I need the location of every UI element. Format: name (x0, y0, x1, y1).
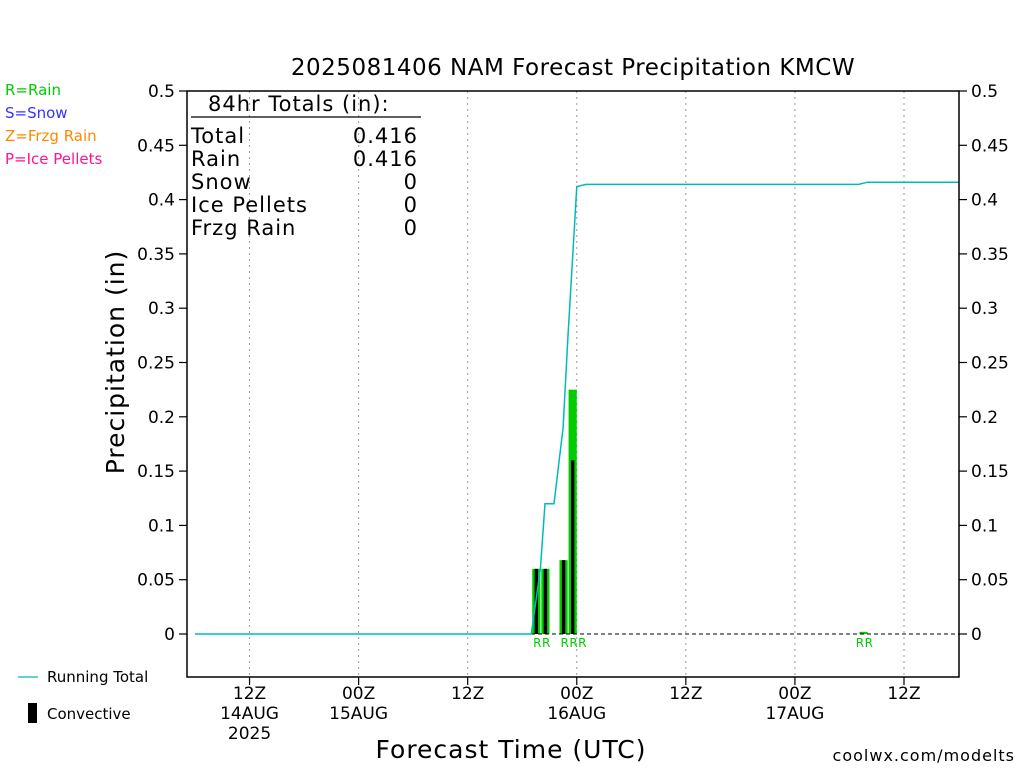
y-tick-left-label: 0.4 (148, 191, 175, 211)
credit-text: coolwx.com/modelts (833, 746, 1015, 765)
precip-type-legend-item: S=Snow (5, 104, 68, 122)
y-tick-right-label: 0.1 (971, 516, 998, 536)
running-total-legend: Running Total (18, 668, 148, 686)
y-tick-right-label: 0.3 (971, 299, 998, 319)
x-tick-label: 00Z (342, 684, 375, 704)
totals-value: 0.416 (353, 147, 418, 171)
y-tick-right-label: 0.2 (971, 408, 998, 428)
y-tick-left-label: 0.45 (137, 136, 175, 156)
y-tick-right-label: 0.15 (971, 462, 1009, 482)
x-axis-label: Forecast Time (UTC) (376, 735, 647, 764)
totals-label: Ice Pellets (191, 193, 308, 217)
x-tick-label: 12Z (451, 684, 484, 704)
precip-type-label: RR (533, 636, 551, 650)
convective-bar (561, 560, 566, 634)
x-tick-year: 2025 (228, 724, 271, 744)
totals-label: Rain (191, 147, 241, 171)
precip-type-labels: RR RRR RR (533, 636, 873, 650)
y-tick-right-label: 0.25 (971, 354, 1009, 374)
rain-bar (859, 631, 868, 634)
convective-legend-label: Convective (47, 705, 131, 723)
totals-heading: 84hr Totals (in): (208, 92, 390, 116)
y-axis-right: 0 0.05 0.1 0.15 0.2 0.25 0.3 0.35 0.4 0.45 0.5 (959, 82, 1009, 645)
precip-type-legend-item: P=Ice Pellets (5, 150, 102, 168)
precip-type-legend-item: Z=Frzg Rain (5, 127, 97, 145)
y-tick-left-label: 0.05 (137, 571, 175, 591)
y-tick-left-label: 0.3 (148, 299, 175, 319)
totals-label: Total (190, 124, 245, 148)
x-tick-label: 12Z (233, 684, 266, 704)
y-axis-label: Precipitation (in) (101, 250, 130, 475)
y-tick-right-label: 0.5 (971, 82, 998, 102)
x-tick-label: 00Z (778, 684, 811, 704)
totals-label: Frzg Rain (191, 216, 296, 240)
totals-box: 84hr Totals (in): Total 0.416 Rain 0.416 Sno… (190, 92, 421, 240)
precip-type-label: RR (856, 636, 874, 650)
y-tick-right-label: 0.05 (971, 571, 1009, 591)
x-tick-label: 00Z (560, 684, 593, 704)
y-tick-right-label: 0.4 (971, 191, 998, 211)
y-tick-right-label: 0.35 (971, 245, 1009, 265)
y-tick-left-label: 0 (164, 625, 175, 645)
y-tick-right-label: 0 (971, 625, 982, 645)
convective-bar (570, 460, 575, 634)
totals-value: 0.416 (353, 124, 418, 148)
totals-label: Snow (191, 170, 252, 194)
x-tick-date: 16AUG (547, 704, 606, 724)
x-tick-date: 14AUG (220, 704, 279, 724)
y-tick-left-label: 0.25 (137, 354, 175, 374)
convective-bar (543, 568, 548, 634)
totals-value: 0 (404, 193, 418, 217)
x-tick-date: 15AUG (329, 704, 388, 724)
convective-legend: Convective (28, 703, 131, 723)
chart-title: 2025081406 NAM Forecast Precipitation KM… (291, 55, 855, 81)
y-tick-left-label: 0.2 (148, 408, 175, 428)
y-tick-left-label: 0.5 (148, 82, 175, 102)
y-tick-left-label: 0.35 (137, 245, 175, 265)
precip-bars (532, 389, 868, 634)
plot-frame (186, 90, 960, 678)
y-axis-left: 0 0.05 0.1 0.15 0.2 0.25 0.3 0.35 0.4 0.45 0.5 (137, 82, 187, 645)
totals-value: 0 (404, 170, 418, 194)
precip-type-label: RRR (561, 636, 588, 650)
x-tick-date: 17AUG (765, 704, 824, 724)
running-total-legend-label: Running Total (47, 668, 148, 686)
convective-swatch (28, 703, 37, 723)
x-tick-label: 12Z (669, 684, 702, 704)
precip-type-legend-item: R=Rain (5, 81, 61, 99)
x-tick-label: 12Z (887, 684, 920, 704)
y-tick-left-label: 0.1 (148, 516, 175, 536)
running-total-line (195, 181, 959, 635)
totals-value: 0 (404, 216, 418, 240)
precip-type-legend: R=Rain S=Snow Z=Frzg Rain P=Ice Pellets (5, 81, 102, 168)
y-tick-right-label: 0.45 (971, 136, 1009, 156)
y-tick-left-label: 0.15 (137, 462, 175, 482)
